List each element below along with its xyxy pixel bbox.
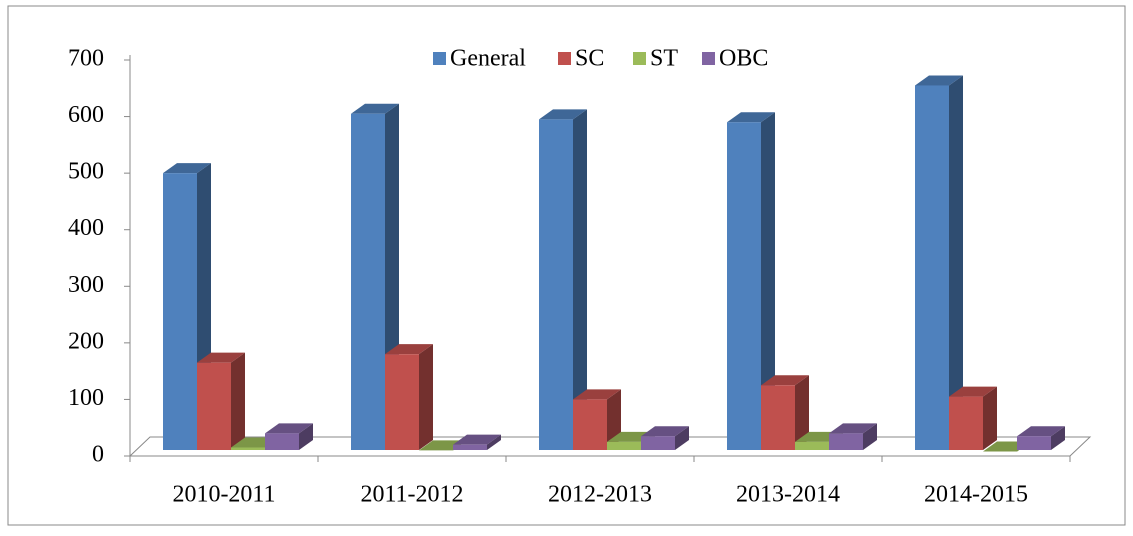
bar-top [265,423,313,434]
y-tick-label: 100 [68,385,104,411]
bar-top [761,375,809,386]
bar [727,122,761,450]
bar [231,447,265,450]
bar-side [419,344,433,450]
bar [453,444,487,450]
legend-label: General [450,46,526,72]
bar [1017,436,1051,450]
bar-top [351,103,399,114]
bar [573,399,607,450]
bar [163,173,197,450]
bar [915,85,949,450]
bar-side [231,352,245,450]
bar-top [163,163,211,174]
bar [539,119,573,451]
legend-swatch [433,52,446,65]
bar-top [641,426,689,437]
bar [385,354,419,450]
legend-label: ST [650,46,678,72]
bar-top [385,344,433,355]
x-tick-label: 2012-2013 [548,482,652,508]
legend-swatch [633,52,646,65]
legend-swatch [702,52,715,65]
y-tick-label: 300 [68,272,104,298]
bar [641,436,675,450]
bar-side [863,423,877,450]
bar-top [727,112,775,123]
y-tick-label: 500 [68,159,104,185]
y-tick-label: 0 [92,442,104,468]
bar [607,441,641,450]
bar-side [573,109,587,451]
legend-label: OBC [719,46,768,72]
bar [795,441,829,450]
bar-top [1017,426,1065,437]
bar-top [949,386,997,397]
bar-side [487,434,501,450]
bar [829,433,863,450]
bar-top [197,352,245,363]
bar-side [675,426,689,450]
bar [351,113,385,450]
bar-side [761,112,775,450]
bar [949,396,983,450]
x-tick-label: 2013-2014 [736,482,840,508]
bar [265,433,299,450]
bar-top [915,75,963,86]
legend-swatch [558,52,571,65]
y-tick-label: 600 [68,102,104,128]
bar-top [573,389,621,400]
bar-top [829,423,877,434]
bar-side [299,423,313,450]
legend-label: SC [575,46,604,72]
y-tick-label: 200 [68,328,104,354]
y-tick-label: 400 [68,215,104,241]
x-tick-label: 2010-2011 [172,482,275,508]
bar [761,385,795,450]
bar-side [1051,426,1065,450]
x-tick-label: 2011-2012 [360,482,463,508]
bar-side [949,75,963,450]
bar [197,362,231,450]
y-tick-label: 700 [68,46,104,72]
bar-side [983,386,997,450]
x-tick-label: 2014-2015 [924,482,1028,508]
bar-side [795,375,809,450]
bar-top [539,109,587,120]
bar-top [453,434,501,445]
